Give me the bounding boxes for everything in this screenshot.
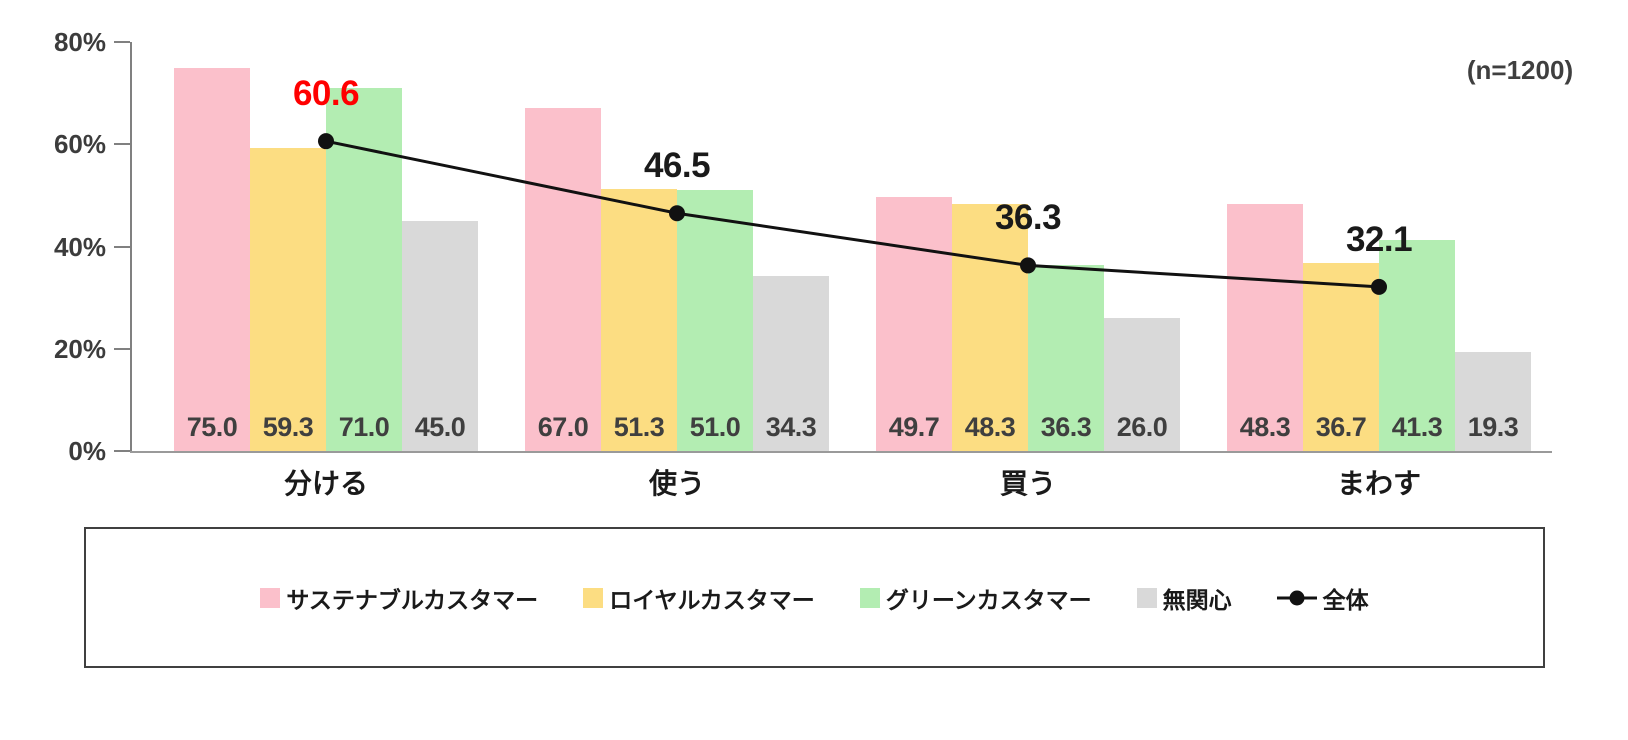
- sample-size-label: (n=1200): [1466, 55, 1574, 85]
- overall-data-point: [1020, 257, 1036, 274]
- bar: [753, 275, 829, 451]
- bar-value-label: 19.3: [1467, 412, 1519, 442]
- legend-item: 無関心: [1136, 581, 1232, 615]
- overall-value-label: 32.1: [1345, 219, 1413, 259]
- y-axis-tick-label: 20%: [53, 333, 106, 364]
- y-axis-tick: [114, 245, 130, 248]
- overall-data-point: [669, 205, 685, 222]
- y-axis-tick-label: 60%: [53, 129, 106, 160]
- legend-label: 無関心: [1162, 586, 1232, 613]
- y-axis-tick: [114, 347, 130, 350]
- overall-data-point: [318, 133, 334, 150]
- category-label: まわす: [1336, 468, 1421, 499]
- y-axis-line: [130, 42, 132, 453]
- bar-value-label: 75.0: [186, 412, 238, 442]
- bar-value-label: 49.7: [888, 412, 940, 442]
- legend-swatch-icon: [260, 587, 281, 608]
- legend-label: 全体: [1322, 586, 1369, 613]
- x-axis-line: [130, 451, 1552, 453]
- bar: [250, 147, 326, 451]
- y-axis-tick-label: 40%: [53, 231, 106, 262]
- overall-value-label: 36.3: [994, 198, 1062, 238]
- overall-line: [318, 133, 1387, 295]
- bar: [876, 196, 952, 451]
- legend-label: サステナブルカスタマー: [286, 586, 539, 613]
- overall-value-label: 46.5: [643, 146, 711, 186]
- bar: [174, 67, 250, 451]
- bar-value-label: 36.7: [1315, 412, 1367, 442]
- bar-value-label: 41.3: [1391, 412, 1443, 442]
- legend-item: ロイヤルカスタマー: [583, 581, 815, 615]
- bar: [677, 190, 753, 451]
- bar: [1028, 265, 1104, 451]
- bar-value-label: 48.3: [1239, 412, 1291, 442]
- legend-label: グリーンカスタマー: [885, 586, 1092, 613]
- bar-value-label: 71.0: [338, 412, 390, 442]
- legend-line-icon: [1276, 590, 1317, 605]
- bar: [601, 188, 677, 451]
- category-label: 分ける: [283, 468, 368, 499]
- bar-value-label: 45.0: [414, 412, 466, 442]
- bar-value-label: 51.3: [613, 412, 665, 442]
- bar-value-label: 26.0: [1116, 412, 1168, 442]
- bar: [1303, 263, 1379, 451]
- bar-value-label: 67.0: [537, 412, 589, 442]
- overall-value-label: 60.6: [292, 74, 360, 114]
- legend-box: サステナブルカスタマー ロイヤルカスタマー グリーンカスタマー 無関心 全体: [84, 527, 1545, 668]
- bar: [952, 204, 1028, 451]
- legend-row: サステナブルカスタマー ロイヤルカスタマー グリーンカスタマー 無関心 全体: [260, 581, 1369, 615]
- legend-label: ロイヤルカスタマー: [609, 586, 815, 613]
- bar-value-label: 59.3: [262, 412, 314, 442]
- y-axis-tick: [114, 450, 130, 452]
- category-label: 使う: [648, 468, 705, 499]
- legend-item: サステナブルカスタマー: [260, 581, 538, 615]
- y-axis-tick: [114, 143, 130, 146]
- category-label: 買う: [999, 468, 1056, 499]
- legend-swatch-icon: [859, 587, 880, 608]
- bar: [402, 220, 478, 451]
- y-axis-tick-label: 80%: [53, 27, 106, 57]
- bar: [1227, 204, 1303, 451]
- bar: [1104, 318, 1180, 451]
- legend-item: 全体: [1276, 581, 1369, 615]
- bar: [1379, 239, 1455, 451]
- legend-swatch-icon: [1136, 587, 1157, 608]
- bar-value-label: 48.3: [964, 412, 1016, 442]
- bar-value-label: 51.0: [689, 412, 741, 442]
- bar-value-label: 36.3: [1040, 412, 1092, 442]
- bar: [1455, 352, 1531, 451]
- plot-area: 80% 60% 40% 20% 0% 75.0 67.0 49.7 48.3 59.3 51.3 48…: [53, 27, 1552, 499]
- y-axis-tick-label: 0%: [68, 436, 106, 466]
- y-axis-tick: [114, 41, 130, 43]
- legend-item: グリーンカスタマー: [859, 581, 1092, 615]
- bar-value-label: 34.3: [765, 412, 817, 442]
- overall-data-point: [1371, 278, 1387, 295]
- legend-swatch-icon: [583, 587, 604, 608]
- bar: [525, 108, 601, 451]
